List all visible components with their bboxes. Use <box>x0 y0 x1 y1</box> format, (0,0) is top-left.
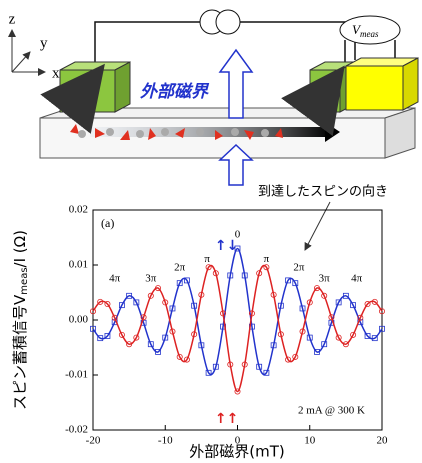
schematic: z y x Vmeas 外部磁界 <box>9 10 418 185</box>
phase-label: π <box>264 253 270 265</box>
y-axis-label: スピン蓄積信号Vmeas/I (Ω) <box>11 230 31 410</box>
x-tick-label: 10 <box>304 435 316 447</box>
y-tick-label: -0.02 <box>65 424 88 436</box>
fit-line <box>93 265 382 391</box>
x-tick-label: -20 <box>86 435 101 447</box>
x-tick-label: -10 <box>158 435 173 447</box>
y-tick-label: 0.02 <box>69 204 88 216</box>
axis-z: z <box>9 11 16 27</box>
phase-label: 3π <box>145 272 157 284</box>
axis-y: y <box>40 35 48 51</box>
y-tick-label: 0.01 <box>69 259 88 271</box>
phase-label: 4π <box>109 272 121 284</box>
chart: 到達したスピンの向き スピン蓄積信号Vmeas/I (Ω) 外部磁界(mT) -… <box>11 184 389 461</box>
panel-label: (a) <box>101 216 114 230</box>
figure: z y x Vmeas 外部磁界 <box>0 0 422 463</box>
y-tick-label: 0.00 <box>69 314 89 326</box>
series-label: ↑↑ <box>215 411 238 427</box>
conditions: 2 mA @ 300 K <box>298 404 365 416</box>
x-tick-label: 0 <box>235 435 241 447</box>
phase-label: 2π <box>293 261 305 273</box>
annotation: 到達したスピンの向き <box>258 184 388 200</box>
field-label: 外部磁界 <box>139 82 210 102</box>
axis-x: x <box>52 65 60 81</box>
fit-line <box>93 249 382 375</box>
phase-label: π <box>204 253 210 265</box>
phase-label: 4π <box>351 272 363 284</box>
y-tick-label: -0.01 <box>65 369 88 381</box>
phase-label: 2π <box>174 261 186 273</box>
phase-label: 3π <box>319 272 331 284</box>
x-tick-label: 20 <box>377 435 389 447</box>
phase-label: 0 <box>235 228 241 240</box>
